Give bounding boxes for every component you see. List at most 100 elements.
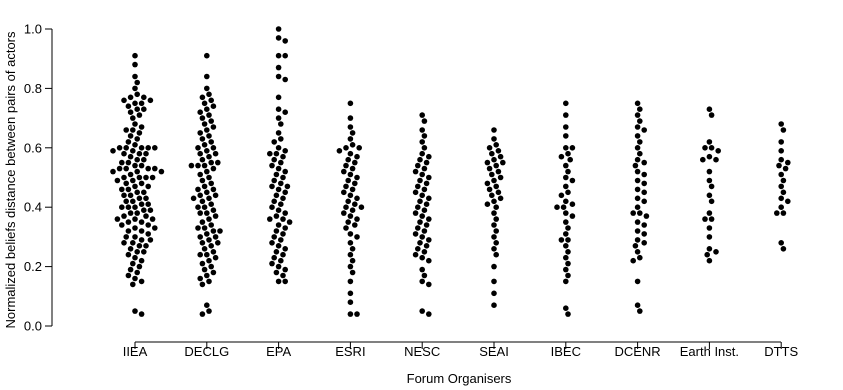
- data-point: [271, 234, 278, 240]
- data-point: [201, 162, 208, 169]
- data-point: [426, 195, 432, 202]
- data-point: [284, 183, 291, 190]
- data-point: [273, 171, 280, 178]
- data-point: [569, 177, 576, 184]
- data-point: [634, 145, 641, 151]
- data-point: [343, 145, 349, 151]
- data-point: [641, 189, 647, 196]
- data-point: [134, 106, 140, 112]
- data-point: [269, 183, 275, 190]
- data-point: [127, 266, 134, 273]
- data-point: [415, 183, 421, 190]
- data-point: [421, 207, 428, 213]
- data-point: [197, 192, 203, 199]
- data-point: [641, 240, 647, 246]
- data-point: [275, 64, 282, 71]
- data-point: [275, 52, 282, 59]
- data-point: [199, 281, 206, 288]
- data-point: [145, 231, 151, 237]
- data-point: [188, 162, 195, 169]
- data-point: [417, 240, 423, 246]
- data-point: [282, 246, 289, 252]
- data-point: [127, 210, 134, 216]
- data-point: [278, 121, 284, 127]
- data-point: [421, 249, 428, 255]
- data-point: [121, 174, 127, 181]
- data-point: [127, 94, 134, 101]
- data-point: [206, 257, 212, 264]
- data-point: [417, 198, 423, 205]
- data-point: [497, 195, 504, 202]
- data-point: [715, 148, 721, 154]
- data-point: [491, 302, 497, 309]
- data-point: [347, 263, 354, 270]
- data-point: [702, 145, 708, 151]
- data-point: [706, 234, 713, 240]
- data-point: [119, 204, 125, 210]
- data-point: [419, 266, 426, 273]
- data-point: [208, 139, 214, 145]
- data-point: [138, 228, 145, 234]
- data-point: [273, 269, 280, 276]
- data-point: [141, 106, 147, 112]
- data-point: [141, 156, 147, 163]
- data-point: [563, 112, 569, 118]
- data-point: [495, 168, 502, 175]
- data-point: [130, 148, 136, 154]
- data-point: [565, 311, 571, 317]
- data-point: [706, 106, 713, 112]
- data-point: [341, 189, 347, 196]
- data-point: [634, 177, 641, 184]
- data-point: [127, 133, 134, 139]
- data-point: [491, 156, 497, 163]
- data-point: [417, 219, 423, 225]
- data-point: [563, 305, 569, 312]
- data-point: [426, 153, 432, 160]
- data-point: [634, 100, 641, 107]
- data-point: [204, 251, 210, 258]
- data-point: [354, 153, 360, 160]
- x-tick-label: DCENR: [614, 344, 660, 359]
- data-point: [138, 278, 145, 285]
- data-point: [206, 112, 212, 118]
- data-point: [138, 124, 145, 130]
- data-point: [493, 216, 500, 222]
- data-point: [419, 278, 426, 285]
- data-point: [278, 159, 284, 166]
- y-tick-label: 0.4: [24, 200, 42, 215]
- data-point: [138, 145, 145, 151]
- x-tick-label: IIEA: [123, 344, 148, 359]
- data-point: [630, 257, 636, 264]
- data-point: [347, 278, 354, 285]
- data-point: [778, 171, 784, 178]
- data-point: [201, 183, 208, 190]
- data-point: [778, 240, 784, 246]
- data-point: [423, 201, 430, 207]
- data-point: [565, 260, 571, 267]
- data-point: [493, 204, 500, 210]
- data-point: [558, 192, 565, 199]
- data-point: [563, 124, 569, 130]
- data-point: [275, 278, 282, 285]
- data-point: [143, 213, 149, 219]
- data-point: [713, 156, 719, 163]
- data-point: [199, 240, 206, 246]
- data-point: [275, 94, 282, 101]
- data-point: [643, 213, 650, 219]
- data-point: [195, 225, 201, 231]
- data-point: [634, 204, 641, 210]
- data-point: [208, 97, 214, 104]
- data-point: [336, 148, 343, 154]
- data-point: [426, 237, 432, 243]
- x-tick-label: DTTS: [764, 344, 798, 359]
- data-point: [208, 118, 214, 124]
- data-point: [426, 174, 432, 181]
- data-point: [201, 204, 208, 210]
- data-point: [147, 97, 154, 104]
- data-point: [141, 94, 147, 101]
- data-point: [206, 308, 212, 314]
- data-point: [199, 94, 206, 101]
- data-point: [778, 183, 784, 190]
- data-point: [152, 145, 158, 151]
